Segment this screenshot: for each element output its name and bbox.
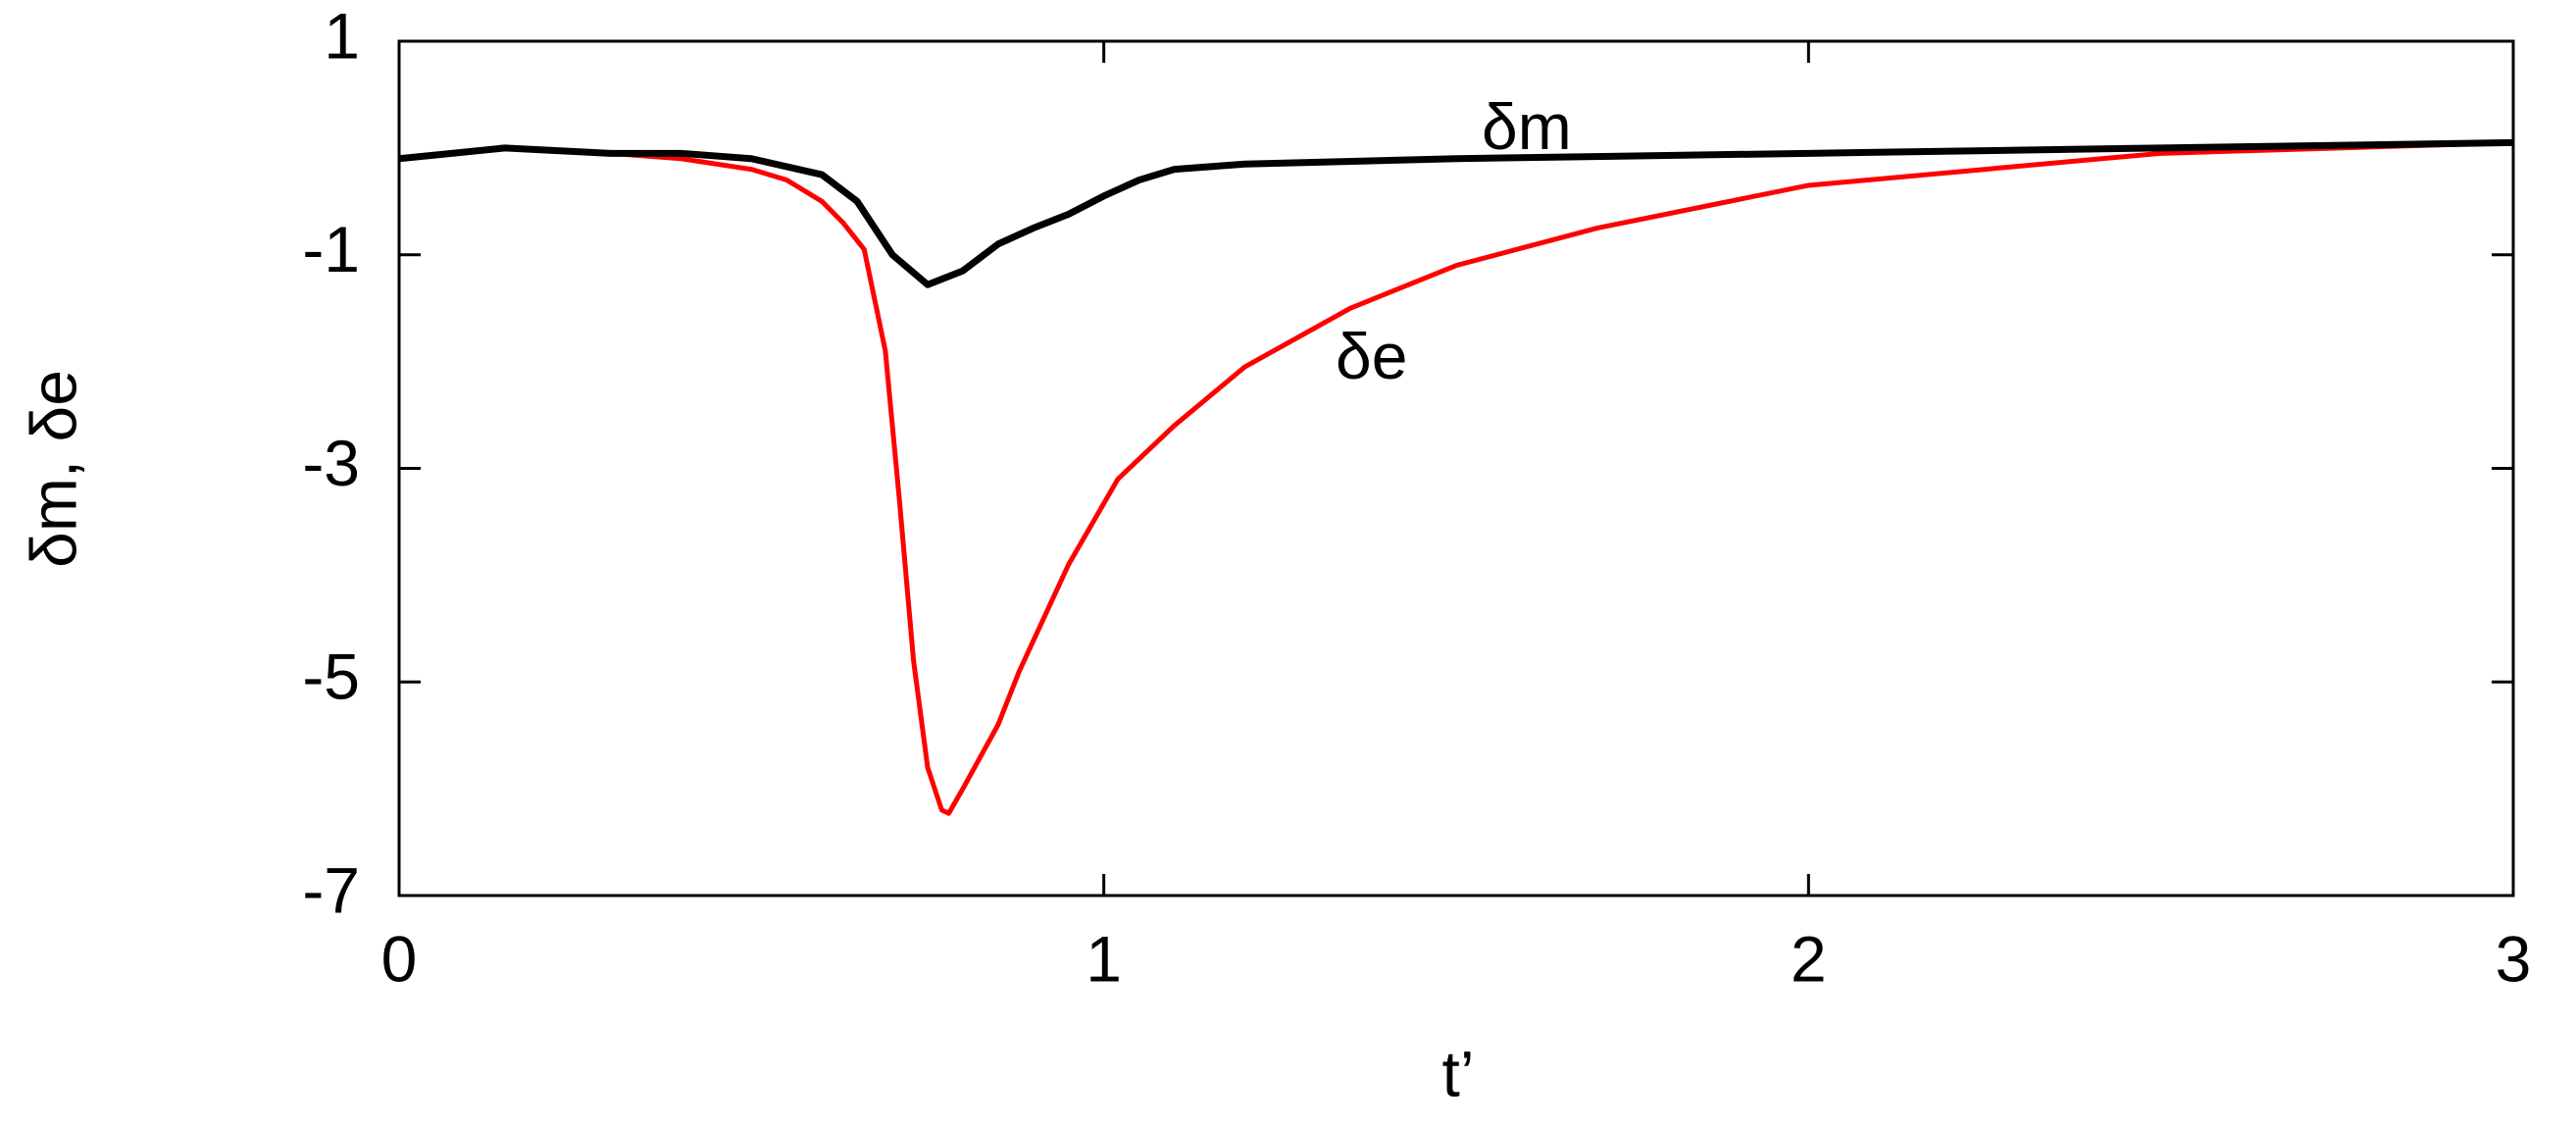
annotation: δm <box>1482 90 1572 163</box>
x-axis-label: t’ <box>1442 1037 1475 1109</box>
y-tick-label: -3 <box>302 427 360 499</box>
x-tick-label: 1 <box>1086 922 1122 995</box>
y-tick-label: -1 <box>302 213 360 285</box>
plot-frame <box>397 39 2515 897</box>
y-axis-label: δm, δe <box>17 370 89 568</box>
annotation: δe <box>1336 320 1407 392</box>
y-tick-label: -7 <box>302 853 360 926</box>
y-tick-label: 1 <box>324 0 360 72</box>
data-line <box>398 138 2514 288</box>
data-line <box>398 139 2514 816</box>
x-tick-label: 3 <box>2496 922 2532 995</box>
x-tick-label: 0 <box>381 922 418 995</box>
y-tick-label: -5 <box>302 641 360 713</box>
x-tick-label: 2 <box>1791 922 1827 995</box>
